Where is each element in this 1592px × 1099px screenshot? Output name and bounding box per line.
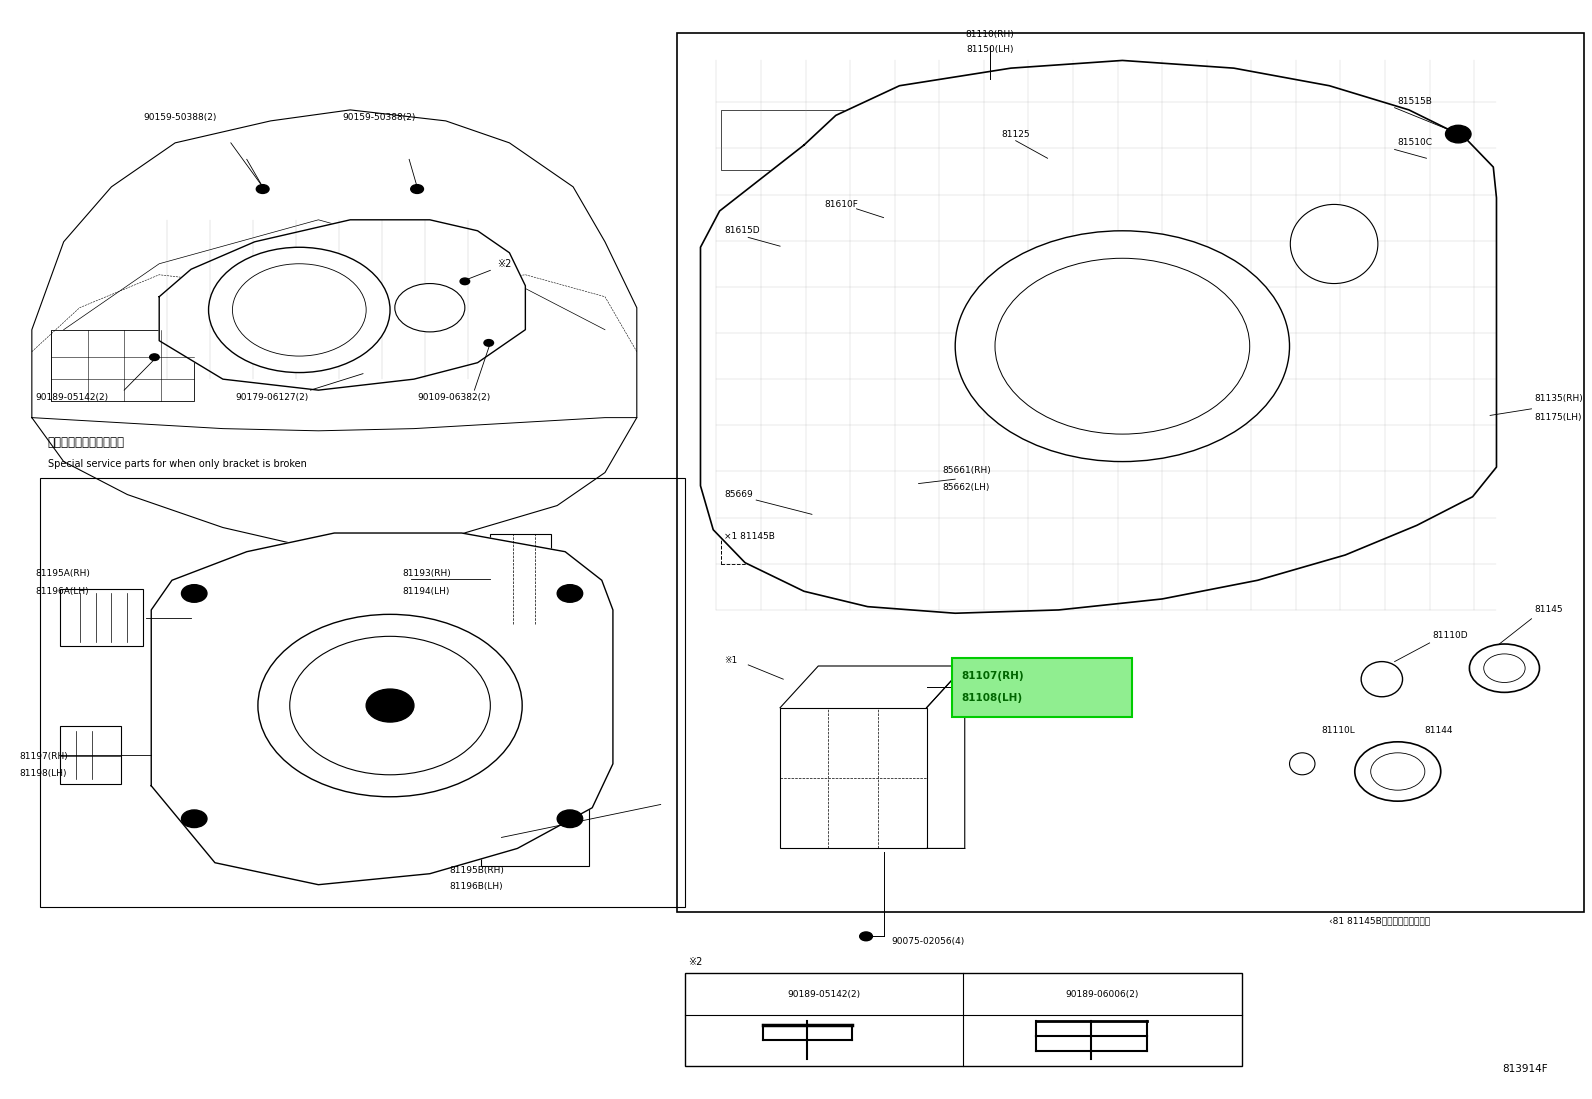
Ellipse shape <box>1290 204 1379 284</box>
Text: 81510C: 81510C <box>1398 138 1433 147</box>
Circle shape <box>995 258 1250 434</box>
Bar <box>721 110 864 170</box>
Circle shape <box>1371 753 1425 790</box>
Text: 81198(LH): 81198(LH) <box>19 769 67 778</box>
Polygon shape <box>159 220 525 390</box>
Circle shape <box>150 354 159 360</box>
Bar <box>721 489 931 564</box>
Circle shape <box>557 810 583 828</box>
Text: 81110(RH): 81110(RH) <box>966 30 1014 38</box>
Text: 90159-50388(2): 90159-50388(2) <box>143 113 217 122</box>
Circle shape <box>955 231 1290 462</box>
Bar <box>51 330 194 401</box>
Circle shape <box>290 636 490 775</box>
Bar <box>685 973 1242 1066</box>
Text: 90159-50388(2): 90159-50388(2) <box>342 113 416 122</box>
Bar <box>60 589 143 646</box>
Text: Special service parts for when only bracket is broken: Special service parts for when only brac… <box>48 458 307 469</box>
Text: 85661(RH): 85661(RH) <box>942 466 992 475</box>
Text: 81107(RH): 81107(RH) <box>962 670 1024 681</box>
Text: 81110D: 81110D <box>1433 631 1468 640</box>
Text: 90109-06382(2): 90109-06382(2) <box>417 393 490 402</box>
Circle shape <box>557 585 583 602</box>
Bar <box>780 708 927 848</box>
Circle shape <box>860 932 872 941</box>
Text: 81144: 81144 <box>1425 726 1453 735</box>
Text: 81195A(RH): 81195A(RH) <box>35 569 89 578</box>
Text: 81194(LH): 81194(LH) <box>403 587 451 596</box>
Circle shape <box>232 264 366 356</box>
Circle shape <box>484 340 494 346</box>
Bar <box>481 809 589 866</box>
Text: 90189-06006(2): 90189-06006(2) <box>1065 989 1140 999</box>
Circle shape <box>1355 742 1441 801</box>
Bar <box>40 478 685 907</box>
Bar <box>258 589 325 624</box>
Text: 81515B: 81515B <box>1398 97 1433 106</box>
Text: 81197(RH): 81197(RH) <box>19 752 68 761</box>
Circle shape <box>1446 125 1471 143</box>
Polygon shape <box>700 60 1496 613</box>
Text: 81108(LH): 81108(LH) <box>962 692 1022 703</box>
Text: 90189-05142(2): 90189-05142(2) <box>788 989 860 999</box>
Text: 81196B(LH): 81196B(LH) <box>449 882 503 891</box>
Circle shape <box>1469 644 1539 692</box>
Circle shape <box>181 585 207 602</box>
Ellipse shape <box>1361 662 1403 697</box>
Text: ×1 81145B: ×1 81145B <box>724 532 775 541</box>
Text: 813914F: 813914F <box>1501 1064 1547 1074</box>
Text: 90179-06127(2): 90179-06127(2) <box>236 393 309 402</box>
Text: 81125: 81125 <box>1001 130 1030 138</box>
Circle shape <box>256 185 269 193</box>
Bar <box>799 491 844 522</box>
Text: 81196A(LH): 81196A(LH) <box>35 587 89 596</box>
Text: 90075-02056(4): 90075-02056(4) <box>892 937 965 946</box>
Text: 81615D: 81615D <box>724 226 759 235</box>
Bar <box>60 726 121 784</box>
Text: 車両取付部の補修用部品: 車両取付部の補修用部品 <box>48 436 124 449</box>
Circle shape <box>460 278 470 285</box>
Circle shape <box>209 247 390 373</box>
Polygon shape <box>151 533 613 885</box>
Text: 81150(LH): 81150(LH) <box>966 45 1014 54</box>
Circle shape <box>1484 654 1525 682</box>
Text: 81175(LH): 81175(LH) <box>1535 413 1582 422</box>
Text: 81135(RH): 81135(RH) <box>1535 395 1584 403</box>
Ellipse shape <box>1290 753 1315 775</box>
Text: 81195B(RH): 81195B(RH) <box>449 866 503 875</box>
Circle shape <box>411 185 423 193</box>
Text: 81145: 81145 <box>1535 606 1563 614</box>
Circle shape <box>395 284 465 332</box>
Text: 85662(LH): 85662(LH) <box>942 484 990 492</box>
Bar <box>490 534 551 624</box>
Text: ※1: ※1 <box>724 656 737 665</box>
Text: 90189-05142(2): 90189-05142(2) <box>35 393 108 402</box>
Text: ※2: ※2 <box>497 259 511 269</box>
Text: 81110L: 81110L <box>1321 726 1355 735</box>
Text: ※2: ※2 <box>688 957 702 967</box>
Bar <box>677 33 1584 912</box>
Circle shape <box>258 614 522 797</box>
Text: 81610F: 81610F <box>825 200 858 209</box>
Text: 85669: 85669 <box>724 490 753 499</box>
Text: ‹81 81145Bが構成に含まれます: ‹81 81145Bが構成に含まれます <box>1329 917 1431 925</box>
Bar <box>438 589 505 624</box>
Bar <box>952 658 1132 717</box>
Circle shape <box>181 810 207 828</box>
Text: 81193(RH): 81193(RH) <box>403 569 452 578</box>
Circle shape <box>366 689 414 722</box>
